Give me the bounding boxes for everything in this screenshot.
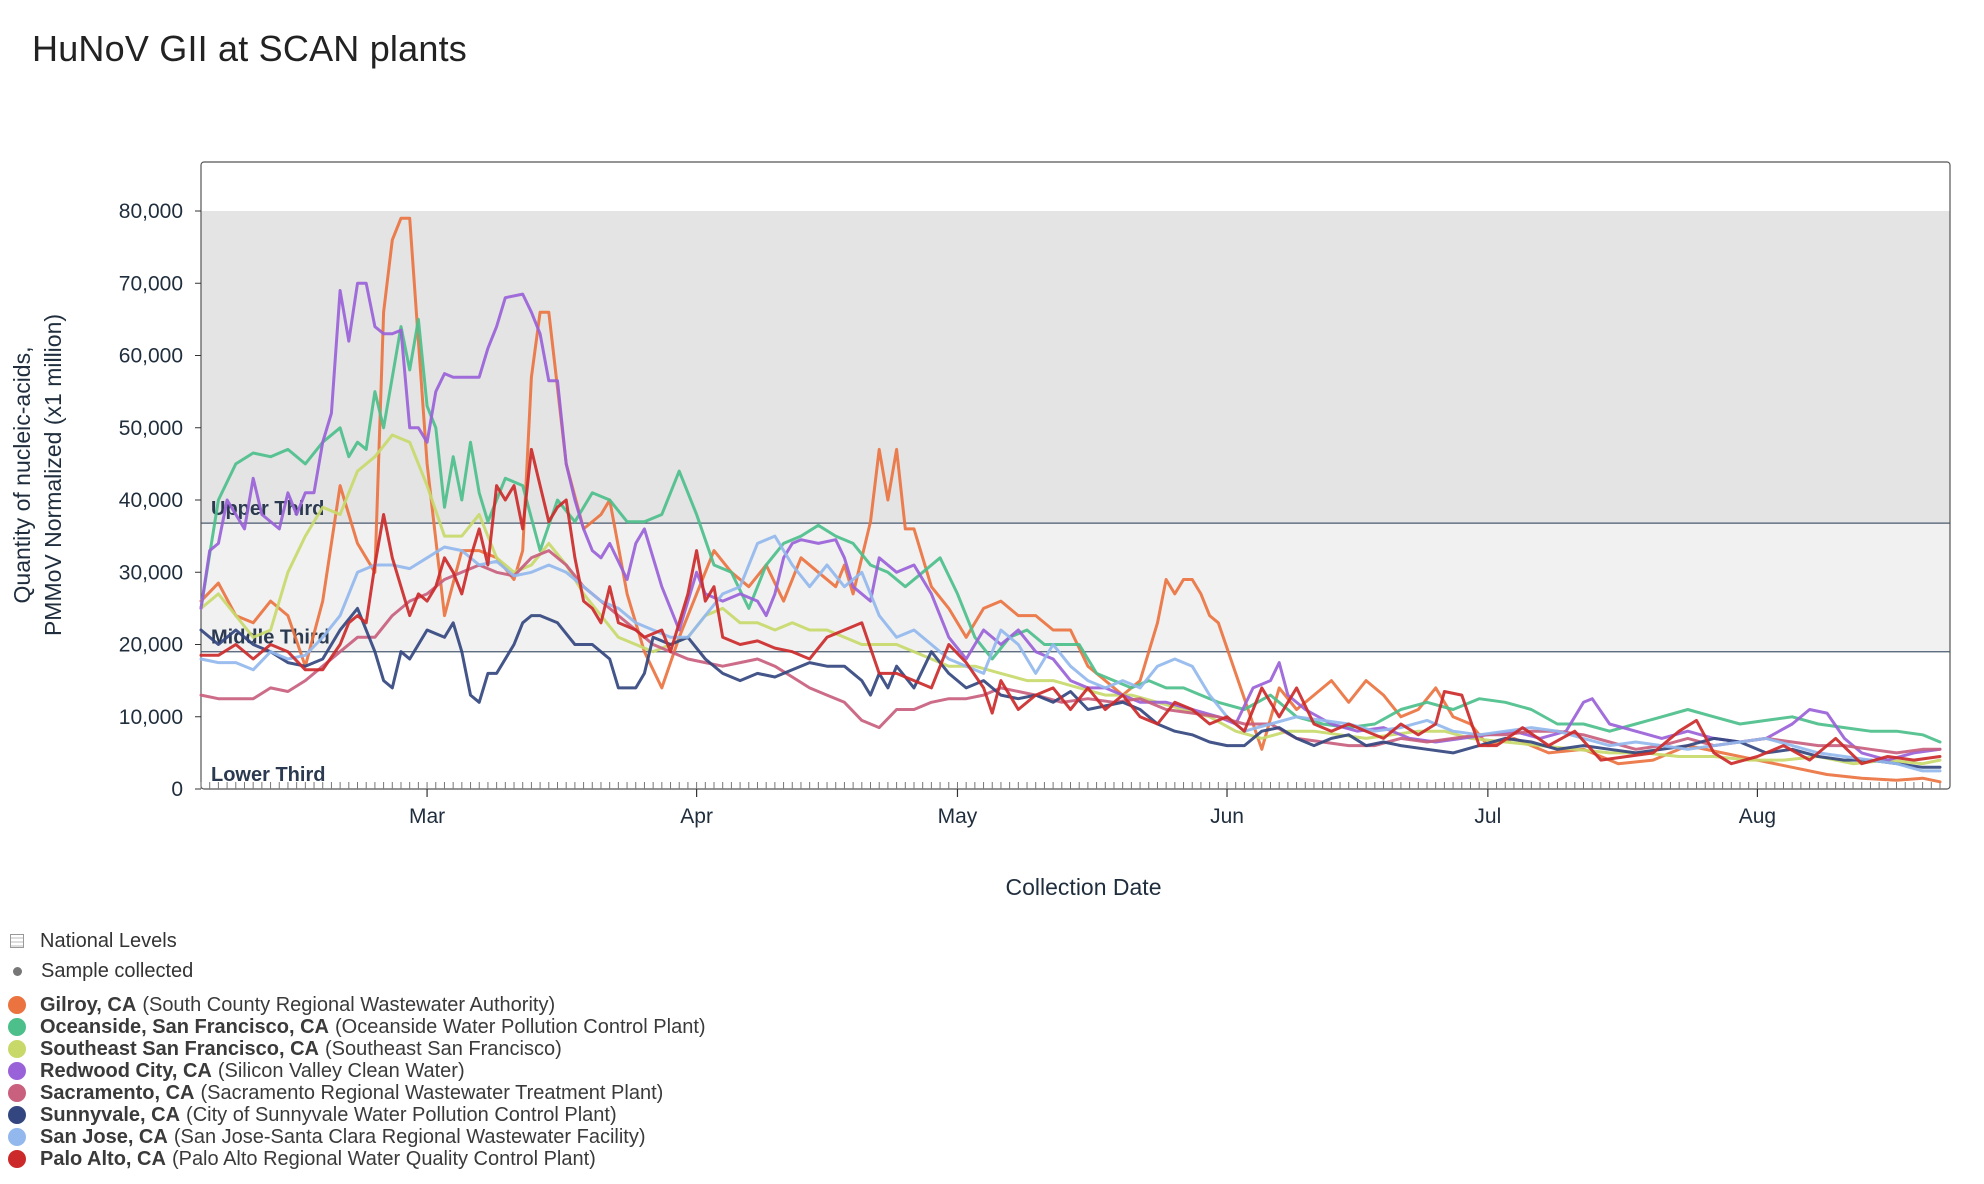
y-tick-label-5: 50,000 — [119, 417, 183, 440]
y-tick-label-3: 30,000 — [119, 561, 183, 584]
x-tick-label-0: Mar — [409, 805, 445, 828]
legend-series-name: Sunnyvale, CA — [40, 1104, 181, 1126]
legend-series-facility: (Palo Alto Regional Water Quality Contro… — [171, 1148, 596, 1170]
legend-series-name: San Jose, CA — [40, 1126, 168, 1148]
y-tick-label-7: 70,000 — [119, 272, 183, 295]
x-tick-label-4: Jul — [1474, 805, 1501, 828]
legend-series-facility: (Southeast San Francisco) — [324, 1038, 562, 1060]
page-title: HuNoV GII at SCAN plants — [32, 28, 467, 69]
x-tick-label-1: Apr — [680, 805, 713, 828]
y-tick-label-4: 40,000 — [119, 489, 183, 512]
plot-frame — [200, 161, 1951, 790]
series-line-6 — [199, 606, 1942, 769]
series-line-2 — [199, 317, 1942, 744]
legend-sample-collected[interactable]: Sample collected — [8, 956, 1008, 986]
x-tick-label-2: May — [938, 805, 978, 828]
y-tick-label-8: 80,000 — [119, 200, 183, 223]
series-color-dot-icon — [8, 996, 26, 1014]
sample-dot-icon — [13, 966, 22, 976]
legend-series-item[interactable]: Sacramento, CA (Sacramento Regional Waste… — [8, 1082, 1008, 1104]
legend-series-facility: (Sacramento Regional Wastewater Treatmen… — [200, 1082, 664, 1104]
legend-national-levels-label: National Levels — [40, 930, 177, 952]
legend-series-item[interactable]: San Jose, CA (San Jose-Santa Clara Region… — [8, 1126, 1008, 1148]
legend-series-facility: (Oceanside Water Pollution Control Plant… — [335, 1016, 706, 1038]
legend-sample-collected-label: Sample collected — [41, 960, 194, 982]
band-1 — [201, 211, 1950, 524]
legend: National Levels Sample collected Gilroy,… — [8, 926, 1008, 1170]
legend-series-facility: (South County Regional Wastewater Author… — [142, 994, 556, 1016]
legend-series-item[interactable]: Southeast San Francisco, CA (Southeast Sa… — [8, 1038, 1008, 1060]
x-tick-label-5: Aug — [1739, 805, 1776, 828]
legend-series-item[interactable]: Redwood City, CA (Silicon Valley Clean Wa… — [8, 1060, 1008, 1082]
legend-series-name: Sacramento, CA — [40, 1082, 195, 1104]
legend-series-facility: (City of Sunnyvale Water Pollution Contr… — [186, 1104, 617, 1126]
y-tick-label-0: 0 — [171, 778, 183, 801]
legend-series-name: Southeast San Francisco, CA — [40, 1038, 319, 1060]
series-line-8 — [199, 447, 1942, 766]
national-levels-swatch-icon — [10, 934, 24, 948]
legend-series-item[interactable]: Palo Alto, CA (Palo Alto Regional Water Q… — [8, 1148, 1008, 1170]
series-line-5 — [199, 549, 1942, 755]
legend-series-item[interactable]: Gilroy, CA (South County Regional Wastewa… — [8, 994, 1008, 1016]
series-color-dot-icon — [8, 1128, 26, 1146]
y-tick-label-1: 10,000 — [119, 706, 183, 729]
series-color-dot-icon — [8, 1106, 26, 1124]
legend-series-facility: (San Jose-Santa Clara Regional Wastewate… — [173, 1126, 646, 1148]
legend-series-item[interactable]: Sunnyvale, CA (City of Sunnyvale Water Po… — [8, 1104, 1008, 1126]
series-color-dot-icon — [8, 1150, 26, 1168]
band-label-3: Lower Third — [211, 764, 325, 786]
series-color-dot-icon — [8, 1018, 26, 1036]
legend-series-name: Gilroy, CA — [40, 994, 137, 1016]
x-axis-label: Collection Date — [1006, 874, 1162, 900]
series-color-dot-icon — [8, 1084, 26, 1102]
y-tick-label-2: 20,000 — [119, 634, 183, 657]
legend-series-facility: (Silicon Valley Clean Water) — [217, 1060, 465, 1082]
legend-series-name: Redwood City, CA — [40, 1060, 212, 1082]
y-tick-label-6: 60,000 — [119, 345, 183, 368]
legend-series-list: Gilroy, CA (South County Regional Wastewa… — [8, 994, 1008, 1170]
legend-series-name: Oceanside, San Francisco, CA — [40, 1016, 329, 1038]
legend-series-item[interactable]: Oceanside, San Francisco, CA (Oceanside W… — [8, 1016, 1008, 1038]
y-axis-label-line-1: Quantity of nucleic-acids, — [9, 347, 35, 604]
legend-series-name: Palo Alto, CA — [40, 1148, 166, 1170]
series-color-dot-icon — [8, 1062, 26, 1080]
series-color-dot-icon — [8, 1040, 26, 1058]
legend-national-levels[interactable]: National Levels — [8, 926, 1008, 956]
series-line-1 — [199, 216, 1942, 784]
y-axis-label-line-2: PMMoV Normalized (x1 million) — [40, 314, 66, 636]
x-tick-label-3: Jun — [1210, 805, 1244, 828]
band-3 — [201, 651, 1950, 789]
